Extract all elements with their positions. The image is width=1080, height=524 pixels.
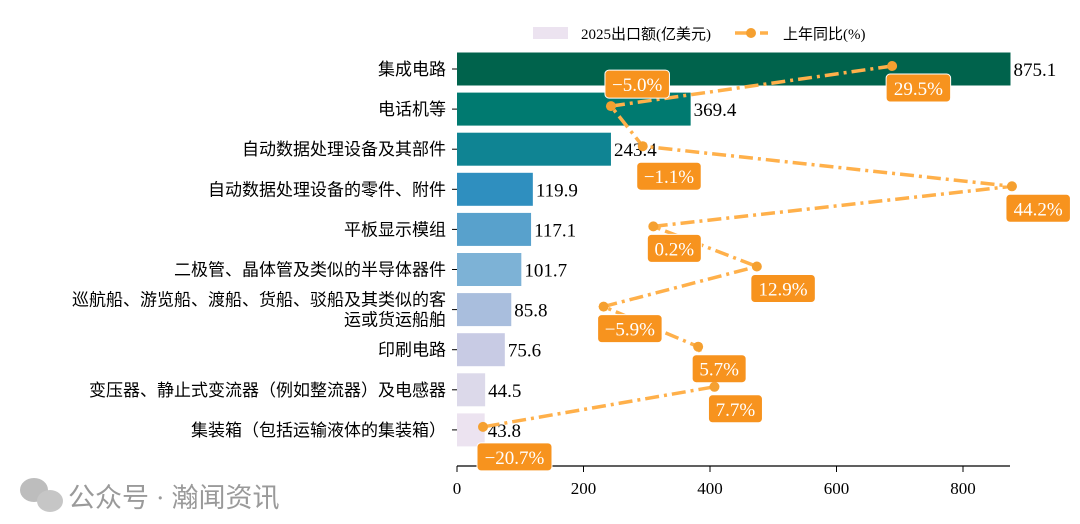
bar-value-label: 75.6 bbox=[508, 341, 541, 362]
category-label: 自动数据处理设备的零件、附件 bbox=[208, 180, 446, 199]
svg-text:7.7%: 7.7% bbox=[716, 400, 756, 421]
bar bbox=[457, 172, 533, 206]
yoy-label: 29.5% bbox=[885, 73, 952, 103]
yoy-label: 44.2% bbox=[1005, 193, 1071, 223]
svg-text:0.2%: 0.2% bbox=[655, 239, 695, 260]
category-label: 自动数据处理设备及其部件 bbox=[242, 140, 446, 159]
bar-value-label: 243.4 bbox=[614, 140, 657, 161]
yoy-label: 5.7% bbox=[691, 354, 747, 384]
svg-text:29.5%: 29.5% bbox=[894, 79, 943, 100]
x-tick-label: 200 bbox=[571, 479, 597, 498]
category-label: 集装箱（包括运输液体的集装箱） bbox=[191, 421, 446, 440]
yoy-point bbox=[477, 421, 488, 432]
bar-value-label: 117.1 bbox=[534, 220, 576, 241]
legend-line-marker bbox=[746, 28, 756, 38]
yoy-point bbox=[887, 61, 898, 71]
bar bbox=[457, 333, 505, 367]
bar bbox=[457, 293, 512, 327]
yoy-label: −20.7% bbox=[476, 442, 553, 472]
x-tick-label: 800 bbox=[950, 479, 976, 498]
category-label: 巡航船、游览船、渡船、货船、驳船及其类似的客 bbox=[72, 291, 446, 310]
legend-bar-swatch bbox=[533, 27, 568, 39]
category-label: 印刷电路 bbox=[378, 341, 446, 360]
yoy-point bbox=[598, 301, 609, 312]
yoy-label: 7.7% bbox=[707, 394, 763, 424]
bar bbox=[457, 253, 522, 286]
yoy-point bbox=[637, 141, 648, 152]
wechat-icon bbox=[20, 478, 63, 512]
yoy-label: −5.0% bbox=[604, 69, 670, 99]
bar-value-label: 44.5 bbox=[488, 381, 521, 402]
legend-line-label: 上年同比(%) bbox=[783, 26, 866, 43]
yoy-point bbox=[1006, 181, 1017, 192]
watermark: 公众号 · 瀚闻资讯 bbox=[68, 483, 280, 513]
yoy-point bbox=[605, 101, 616, 112]
yoy-point bbox=[648, 221, 659, 232]
category-label: 集成电路 bbox=[378, 60, 446, 79]
svg-text:−1.1%: −1.1% bbox=[644, 167, 694, 188]
yoy-label: 0.2% bbox=[646, 233, 702, 263]
category-label: 运或货运船舶 bbox=[344, 311, 446, 330]
x-tick-label: 0 bbox=[453, 479, 462, 498]
yoy-label: 12.9% bbox=[750, 274, 816, 303]
yoy-label: −1.1% bbox=[636, 161, 702, 191]
bar-value-label: 101.7 bbox=[524, 261, 567, 282]
svg-text:−5.9%: −5.9% bbox=[605, 320, 655, 341]
bar-value-label: 119.9 bbox=[536, 180, 578, 201]
bar-value-label: 85.8 bbox=[514, 301, 547, 322]
yoy-point bbox=[709, 381, 720, 392]
svg-text:12.9%: 12.9% bbox=[759, 280, 808, 301]
category-label: 平板显示模组 bbox=[344, 220, 446, 239]
category-label: 变压器、静止式变流器（例如整流器）及电感器 bbox=[89, 381, 446, 400]
yoy-point bbox=[751, 261, 762, 272]
svg-text:5.7%: 5.7% bbox=[699, 360, 739, 381]
bar bbox=[457, 373, 486, 407]
category-label: 二极管、晶体管及类似的半导体器件 bbox=[174, 261, 446, 280]
svg-text:44.2%: 44.2% bbox=[1014, 199, 1063, 220]
bar-value-label: 369.4 bbox=[694, 100, 737, 121]
yoy-label: −5.9% bbox=[597, 314, 663, 344]
bar bbox=[457, 212, 532, 246]
svg-text:−20.7%: −20.7% bbox=[485, 448, 545, 469]
legend-bar-label: 2025出口额(亿美元) bbox=[581, 26, 711, 43]
yoy-point bbox=[693, 341, 704, 352]
category-label: 电话机等 bbox=[378, 100, 446, 119]
svg-text:−5.0%: −5.0% bbox=[612, 75, 662, 96]
x-tick-label: 400 bbox=[697, 479, 723, 498]
bar-value-label: 875.1 bbox=[1014, 60, 1057, 81]
x-tick-label: 600 bbox=[824, 479, 850, 498]
bar bbox=[457, 132, 611, 166]
